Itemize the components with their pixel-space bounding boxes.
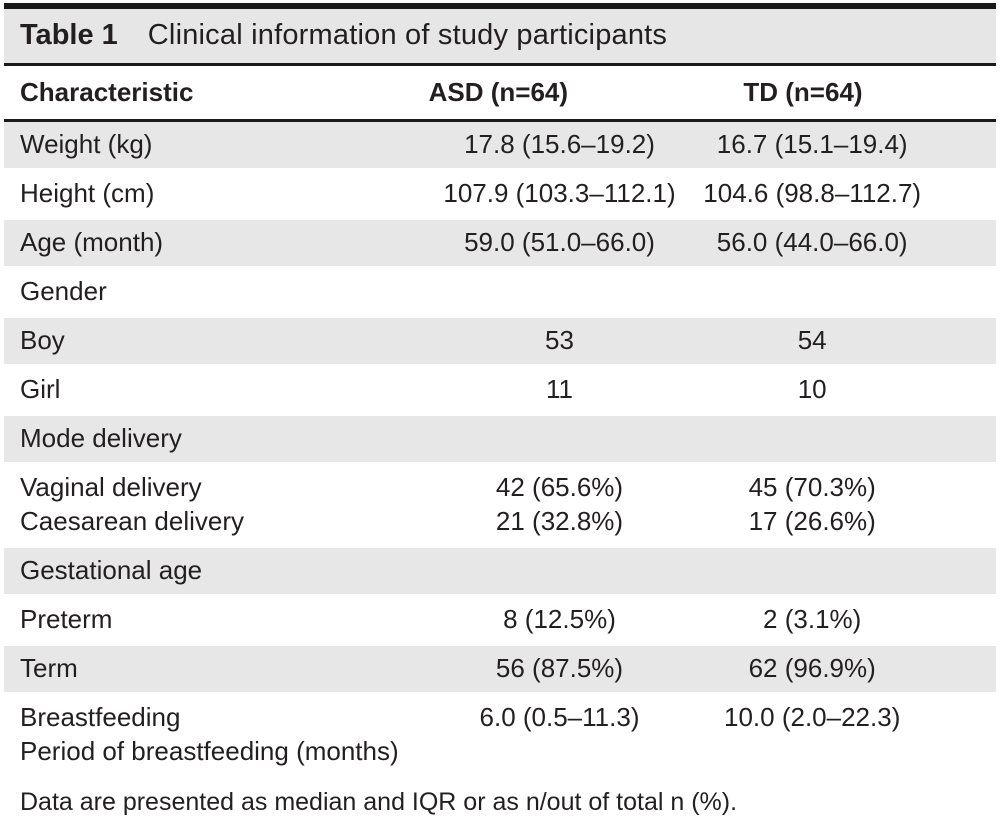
cell-asd: 107.9 (103.3–112.1)	[420, 168, 699, 220]
table-row: Girl 11 10	[4, 364, 996, 416]
table-row: Term 56 (87.5%) 62 (96.9%)	[4, 643, 996, 695]
cell-asd	[420, 266, 699, 318]
table-row: Weight (kg) 17.8 (15.6–19.2) 16.7 (15.1–19…	[4, 119, 996, 171]
header-row: Characteristic ASD (n=64) TD (n=64)	[4, 63, 996, 122]
cell-label: Gender	[4, 266, 421, 318]
cell-label: Girl	[4, 364, 421, 416]
top-rule	[4, 3, 996, 9]
cell-label: Vaginal delivery	[4, 462, 421, 504]
cell-td: 45 (70.3%)	[698, 462, 996, 504]
column-header-asd: ASD (n=64)	[420, 63, 699, 122]
cell-td	[698, 734, 996, 778]
cell-td	[698, 413, 996, 465]
section-row: Mode delivery	[4, 413, 996, 465]
table-footnote: Data are presented as median and IQR or …	[20, 788, 738, 816]
table-row: Preterm 8 (12.5%) 2 (3.1%)	[4, 594, 996, 646]
cell-asd: 21 (32.8%)	[420, 504, 699, 548]
table-row: Period of breastfeeding (months)	[4, 734, 996, 778]
cell-asd: 59.0 (51.0–66.0)	[420, 217, 699, 269]
clinical-table: Characteristic ASD (n=64) TD (n=64) Weig…	[4, 63, 996, 778]
cell-asd: 17.8 (15.6–19.2)	[420, 119, 699, 171]
cell-td: 54	[698, 315, 996, 367]
cell-asd	[420, 734, 699, 778]
cell-td: 10	[698, 364, 996, 416]
table-row: Caesarean delivery 21 (32.8%) 17 (26.6%)	[4, 504, 996, 548]
cell-label: Period of breastfeeding (months)	[4, 734, 421, 778]
table1-card: Table 1 Clinical information of study par…	[4, 3, 996, 820]
column-header-characteristic: Characteristic	[4, 63, 421, 122]
cell-td	[698, 266, 996, 318]
cell-asd	[420, 413, 699, 465]
cell-td: 56.0 (44.0–66.0)	[698, 217, 996, 269]
cell-label: Preterm	[4, 594, 421, 646]
cell-label: Gestational age	[4, 545, 421, 597]
table-row: Boy 53 54	[4, 315, 996, 367]
cell-asd	[420, 545, 699, 597]
table-body: Weight (kg) 17.8 (15.6–19.2) 16.7 (15.1–19…	[4, 119, 996, 778]
cell-asd: 42 (65.6%)	[420, 462, 699, 504]
table-header: Characteristic ASD (n=64) TD (n=64)	[4, 63, 996, 122]
cell-label: Height (cm)	[4, 168, 421, 220]
cell-td: 104.6 (98.8–112.7)	[698, 168, 996, 220]
table-caption-text: Clinical information of study participan…	[147, 19, 668, 51]
cell-asd: 53	[420, 315, 699, 367]
cell-label: Caesarean delivery	[4, 504, 421, 548]
cell-label: Weight (kg)	[4, 119, 421, 171]
table-row: Breastfeeding 6.0 (0.5–11.3) 10.0 (2.0–22.…	[4, 692, 996, 734]
table-title-band: Table 1 Clinical information of study par…	[4, 9, 996, 63]
table-caption-label: Table 1	[20, 19, 118, 51]
cell-label: Boy	[4, 315, 421, 367]
cell-label: Mode delivery	[4, 413, 421, 465]
cell-td: 2 (3.1%)	[698, 594, 996, 646]
cell-td: 16.7 (15.1–19.4)	[698, 119, 996, 171]
section-row: Gender	[4, 266, 996, 318]
table-row: Height (cm) 107.9 (103.3–112.1) 104.6 (98.…	[4, 168, 996, 220]
cell-asd: 6.0 (0.5–11.3)	[420, 692, 699, 734]
column-header-td: TD (n=64)	[698, 63, 996, 122]
cell-td: 62 (96.9%)	[698, 643, 996, 695]
cell-asd: 8 (12.5%)	[420, 594, 699, 646]
table-row: Age (month) 59.0 (51.0–66.0) 56.0 (44.0–66…	[4, 217, 996, 269]
cell-td: 17 (26.6%)	[698, 504, 996, 548]
cell-td: 10.0 (2.0–22.3)	[698, 692, 996, 734]
cell-asd: 56 (87.5%)	[420, 643, 699, 695]
section-row: Gestational age	[4, 545, 996, 597]
cell-label: Breastfeeding	[4, 692, 421, 734]
cell-label: Age (month)	[4, 217, 421, 269]
cell-asd: 11	[420, 364, 699, 416]
table-row: Vaginal delivery 42 (65.6%) 45 (70.3%)	[4, 462, 996, 504]
cell-label: Term	[4, 643, 421, 695]
cell-td	[698, 545, 996, 597]
